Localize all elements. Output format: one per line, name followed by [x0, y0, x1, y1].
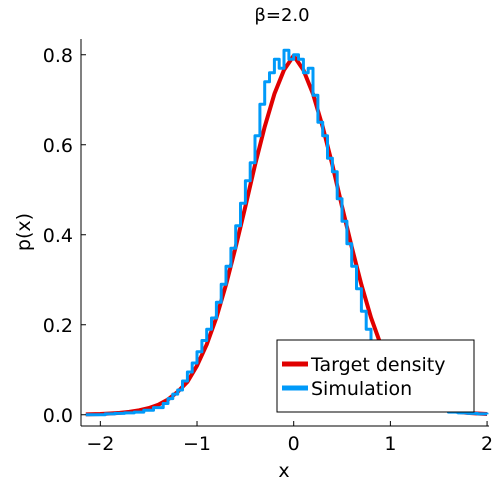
- y-tick-label: 0.2: [43, 315, 73, 337]
- chart-title: β=2.0: [254, 5, 309, 26]
- legend-label-simulation: Simulation: [311, 378, 412, 400]
- y-tick-label: 0.4: [43, 225, 73, 247]
- x-tick-label: 1: [384, 433, 396, 455]
- x-tick-label: 0: [288, 433, 300, 455]
- y-axis-label: p(x): [13, 213, 35, 251]
- legend-label-target-density: Target density: [310, 354, 445, 376]
- y-axis-ticks: 0.0 0.2 0.4 0.6 0.8: [43, 45, 86, 427]
- x-tick-label: 2: [481, 433, 493, 455]
- x-tick-label: −1: [183, 433, 211, 455]
- y-tick-label: 0.0: [43, 405, 73, 427]
- x-axis-ticks: −2 −1 0 1 2: [86, 421, 493, 455]
- y-tick-label: 0.6: [43, 135, 73, 157]
- x-axis-label: x: [278, 460, 289, 482]
- x-tick-label: −2: [86, 433, 114, 455]
- y-tick-label: 0.8: [43, 45, 73, 67]
- legend-box: [276, 339, 475, 413]
- legend: Target density Simulation: [276, 339, 475, 413]
